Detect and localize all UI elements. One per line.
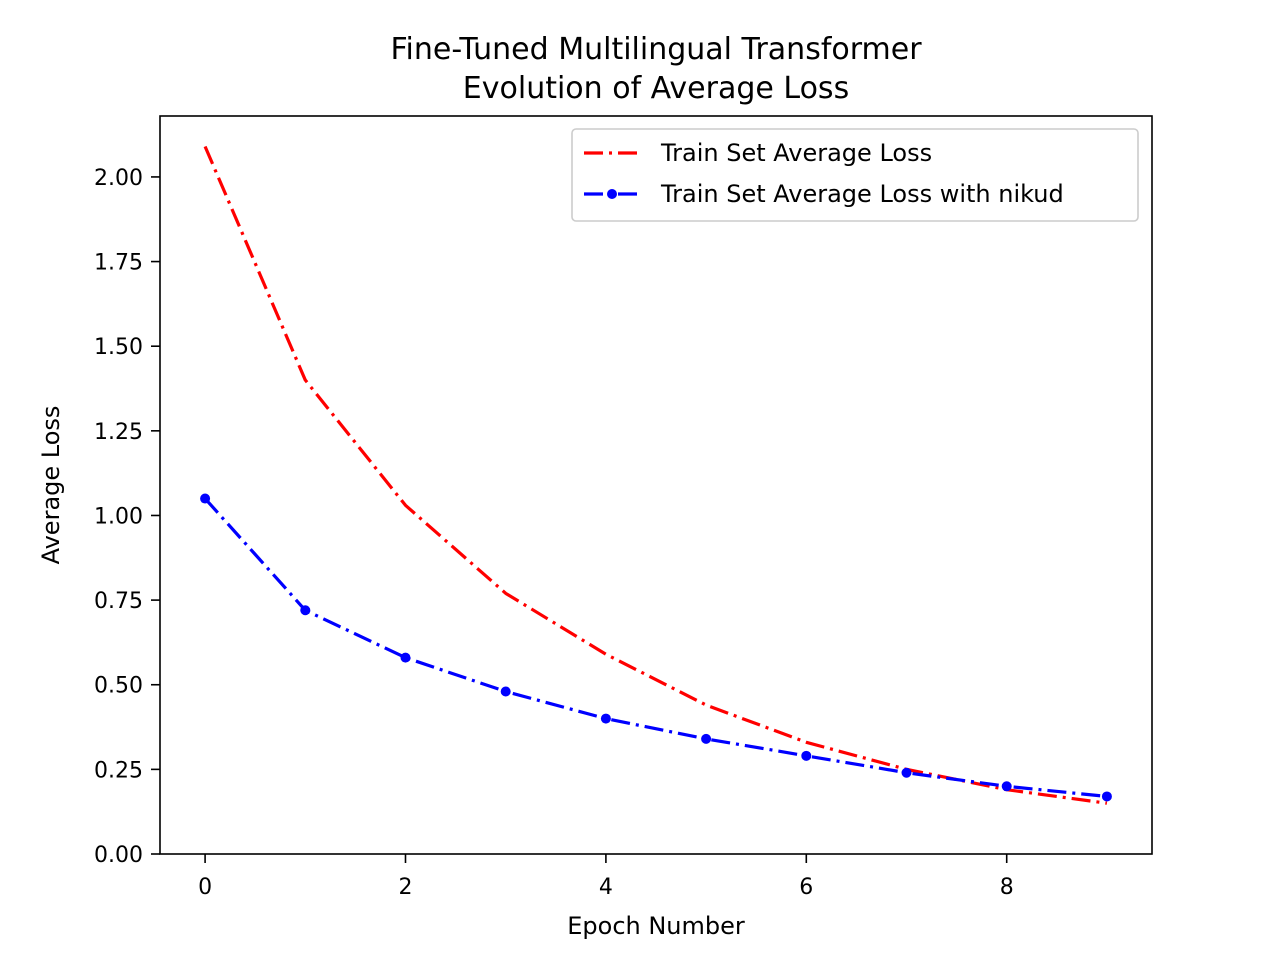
y-axis-label: Average Loss <box>37 406 65 565</box>
plot-area <box>159 115 1153 855</box>
series-2-point <box>901 767 912 778</box>
y-tick-label: 0.00 <box>94 843 143 868</box>
series-lines <box>203 145 1108 805</box>
x-tick-label: 2 <box>398 875 412 900</box>
series-2-point <box>701 733 712 744</box>
y-tick-label: 0.50 <box>94 674 143 699</box>
series-line-1 <box>203 145 1108 805</box>
series-2-point <box>801 750 812 761</box>
y-tick-label: 1.75 <box>94 251 143 276</box>
series-2-point <box>400 652 411 663</box>
series-markers <box>200 493 1112 802</box>
x-tick-label: 0 <box>198 875 212 900</box>
chart-title-line-1: Fine-Tuned Multilingual Transformer <box>390 32 922 67</box>
y-tick-label: 1.50 <box>94 335 143 360</box>
legend: Train Set Average Loss Train Set Average … <box>571 128 1139 222</box>
y-tick-label: 1.25 <box>94 420 143 445</box>
y-tick-label: 2.00 <box>94 166 143 191</box>
y-tick-label: 1.00 <box>94 504 143 529</box>
x-tick-label: 8 <box>1000 875 1014 900</box>
x-tick-label: 4 <box>599 875 613 900</box>
series-2-point <box>600 713 611 724</box>
legend-box <box>571 128 1139 222</box>
x-axis-label: Epoch Number <box>567 912 745 940</box>
series-2-point <box>1101 791 1112 802</box>
series-2-point <box>200 493 211 504</box>
legend-label-2: Train Set Average Loss with nikud <box>660 180 1064 208</box>
x-tick-label: 6 <box>799 875 813 900</box>
series-2-point <box>1001 781 1012 792</box>
series-line-2 <box>203 497 1108 799</box>
legend-label-1: Train Set Average Loss <box>660 139 932 167</box>
chart-title-line-2: Evolution of Average Loss <box>463 71 849 106</box>
y-axis-ticks: 0.00 0.25 0.50 0.75 1.00 1.25 1.50 1.75 2.00 <box>94 166 160 868</box>
series-2-point <box>300 605 311 616</box>
legend-marker-2 <box>607 189 617 199</box>
y-tick-label: 0.75 <box>94 589 143 614</box>
series-2-point <box>500 686 511 697</box>
x-axis-ticks: 0 2 4 6 8 <box>198 854 1014 900</box>
chart-title: Fine-Tuned Multilingual Transformer Evol… <box>390 32 922 106</box>
y-tick-label: 0.25 <box>94 758 143 783</box>
